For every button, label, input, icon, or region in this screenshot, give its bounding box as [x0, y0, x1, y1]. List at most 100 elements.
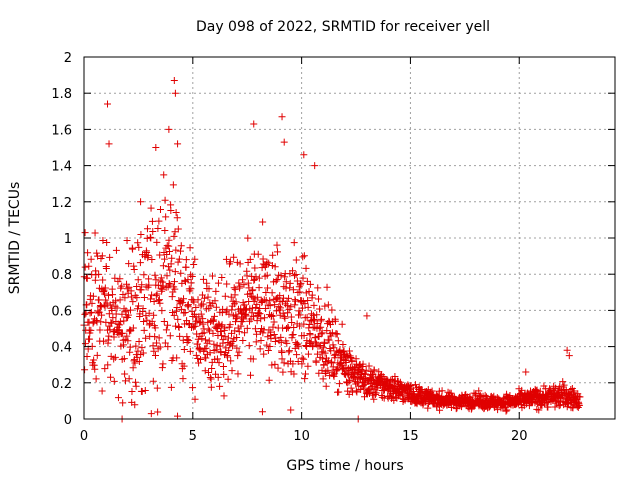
data-point	[170, 77, 178, 85]
data-point	[138, 281, 146, 289]
data-point	[95, 296, 103, 304]
data-point	[503, 406, 511, 414]
data-point	[173, 354, 181, 362]
data-point	[193, 340, 201, 348]
data-point	[221, 292, 229, 300]
data-point	[202, 354, 210, 362]
data-point	[123, 285, 131, 293]
data-point	[126, 343, 134, 351]
data-point	[174, 258, 182, 266]
data-point	[174, 412, 182, 420]
data-point	[106, 253, 114, 261]
data-point	[148, 291, 156, 299]
data-point	[294, 357, 302, 365]
data-point	[156, 343, 164, 351]
data-point	[158, 307, 166, 315]
chart-title: Day 098 of 2022, SRMTID for receiver yel…	[196, 19, 490, 35]
data-point	[159, 360, 167, 368]
data-point	[284, 309, 292, 317]
data-point	[502, 407, 510, 415]
data-point	[331, 370, 339, 378]
data-point	[135, 302, 143, 310]
data-point	[322, 357, 330, 365]
data-point	[262, 289, 270, 297]
data-point	[105, 291, 113, 299]
data-point	[255, 274, 263, 282]
data-point	[329, 341, 337, 349]
data-point	[182, 256, 190, 264]
data-point	[212, 287, 220, 295]
data-point	[131, 401, 139, 409]
data-point	[130, 262, 138, 270]
data-point	[317, 330, 325, 338]
data-point	[235, 348, 243, 356]
data-point	[447, 389, 455, 397]
data-point	[152, 144, 160, 151]
data-point	[303, 342, 311, 350]
data-point	[137, 231, 145, 239]
data-point	[161, 339, 169, 347]
data-point	[320, 361, 328, 369]
data-point	[233, 334, 241, 342]
data-point	[228, 367, 236, 375]
data-point	[208, 364, 216, 372]
data-point	[129, 245, 137, 253]
data-point	[121, 377, 129, 385]
y-tick-label: 0	[64, 413, 72, 428]
data-point	[107, 373, 115, 381]
data-point	[93, 351, 101, 359]
data-point	[175, 255, 183, 263]
data-point	[133, 283, 141, 291]
data-point	[81, 340, 89, 348]
data-point	[314, 284, 322, 292]
data-point	[157, 274, 165, 282]
data-point	[308, 291, 316, 299]
data-point	[235, 279, 243, 287]
data-point	[269, 312, 277, 320]
data-point	[139, 349, 147, 357]
data-point	[99, 236, 107, 244]
data-point	[163, 272, 171, 280]
data-point	[197, 355, 205, 363]
data-point	[361, 380, 369, 388]
data-point	[278, 113, 286, 121]
data-point	[327, 347, 335, 355]
data-point	[154, 224, 162, 232]
data-point	[342, 358, 350, 366]
data-point	[219, 336, 227, 344]
data-point	[222, 255, 230, 263]
data-point	[107, 319, 115, 327]
data-point	[299, 253, 307, 261]
data-point	[250, 120, 258, 128]
data-point	[345, 347, 353, 355]
data-point	[116, 275, 124, 283]
data-point	[336, 346, 344, 354]
data-point	[206, 374, 214, 382]
data-point	[135, 337, 143, 345]
data-point	[184, 276, 192, 284]
data-point	[161, 196, 169, 204]
data-point	[145, 321, 153, 329]
data-point	[533, 405, 541, 413]
data-point	[345, 378, 353, 386]
y-axis-label: SRMTID / TECUs	[7, 182, 23, 295]
data-point	[139, 304, 147, 312]
data-point	[154, 408, 162, 416]
data-point	[108, 306, 116, 314]
data-point	[145, 275, 153, 283]
data-point	[304, 362, 312, 370]
data-point	[475, 387, 483, 395]
data-point	[207, 383, 215, 391]
data-point	[101, 290, 109, 298]
data-point	[424, 404, 432, 412]
data-point	[335, 388, 343, 396]
data-point	[190, 298, 198, 306]
data-point	[102, 296, 110, 304]
data-point	[171, 285, 179, 293]
data-point	[121, 294, 129, 302]
data-point	[141, 387, 149, 395]
data-point	[359, 360, 367, 368]
data-point	[283, 339, 291, 347]
data-point	[93, 249, 101, 257]
data-point	[165, 247, 173, 255]
